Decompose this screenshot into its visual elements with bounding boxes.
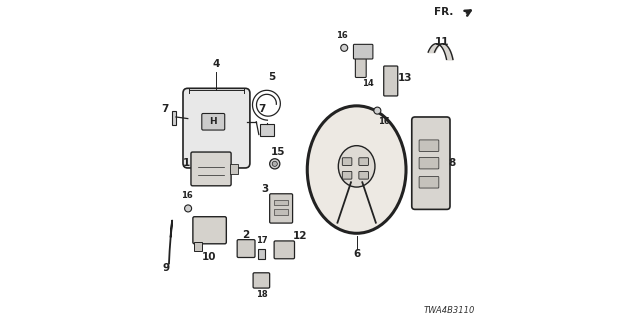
FancyBboxPatch shape xyxy=(419,177,439,188)
FancyBboxPatch shape xyxy=(274,241,294,259)
Text: 6: 6 xyxy=(353,249,360,259)
Circle shape xyxy=(269,159,280,169)
Circle shape xyxy=(374,107,381,114)
FancyBboxPatch shape xyxy=(237,240,255,258)
Text: 4: 4 xyxy=(212,60,220,69)
FancyBboxPatch shape xyxy=(183,88,250,168)
Text: 18: 18 xyxy=(255,290,267,299)
Ellipse shape xyxy=(307,106,406,233)
FancyBboxPatch shape xyxy=(193,217,227,244)
FancyBboxPatch shape xyxy=(359,172,369,179)
Text: 16: 16 xyxy=(181,191,193,200)
FancyBboxPatch shape xyxy=(355,56,366,77)
FancyBboxPatch shape xyxy=(412,117,450,209)
Text: 2: 2 xyxy=(243,230,250,240)
FancyBboxPatch shape xyxy=(253,273,269,288)
FancyBboxPatch shape xyxy=(191,152,231,186)
Text: 7: 7 xyxy=(259,104,266,114)
FancyBboxPatch shape xyxy=(342,172,352,179)
FancyBboxPatch shape xyxy=(258,249,264,259)
FancyBboxPatch shape xyxy=(274,209,288,215)
Text: 13: 13 xyxy=(397,73,412,83)
FancyBboxPatch shape xyxy=(384,66,397,96)
FancyBboxPatch shape xyxy=(195,242,202,251)
FancyBboxPatch shape xyxy=(359,158,369,165)
Text: H: H xyxy=(209,117,217,126)
Text: 16: 16 xyxy=(378,117,390,126)
Text: 7: 7 xyxy=(161,104,168,114)
FancyBboxPatch shape xyxy=(269,194,292,223)
Text: 9: 9 xyxy=(162,263,170,273)
Circle shape xyxy=(184,205,191,212)
FancyBboxPatch shape xyxy=(210,163,223,176)
FancyBboxPatch shape xyxy=(230,164,238,174)
Text: 3: 3 xyxy=(261,184,268,194)
FancyBboxPatch shape xyxy=(274,199,288,205)
FancyBboxPatch shape xyxy=(342,158,352,165)
Ellipse shape xyxy=(339,146,375,187)
Text: 10: 10 xyxy=(202,252,217,262)
FancyBboxPatch shape xyxy=(202,114,225,130)
Text: 5: 5 xyxy=(269,72,276,82)
Text: TWA4B3110: TWA4B3110 xyxy=(424,306,476,315)
Text: 11: 11 xyxy=(435,37,449,47)
FancyBboxPatch shape xyxy=(353,44,373,59)
Text: 12: 12 xyxy=(292,231,307,242)
FancyBboxPatch shape xyxy=(419,140,439,151)
Text: 15: 15 xyxy=(271,147,285,157)
Text: FR.: FR. xyxy=(435,7,454,17)
Circle shape xyxy=(272,161,277,166)
Text: 16: 16 xyxy=(336,31,348,40)
Text: 17: 17 xyxy=(255,236,267,245)
FancyBboxPatch shape xyxy=(419,157,439,169)
Text: 14: 14 xyxy=(362,79,374,88)
Text: 8: 8 xyxy=(448,158,455,168)
FancyBboxPatch shape xyxy=(172,111,176,125)
Text: 1: 1 xyxy=(182,158,190,168)
FancyBboxPatch shape xyxy=(260,124,275,136)
Circle shape xyxy=(340,44,348,51)
